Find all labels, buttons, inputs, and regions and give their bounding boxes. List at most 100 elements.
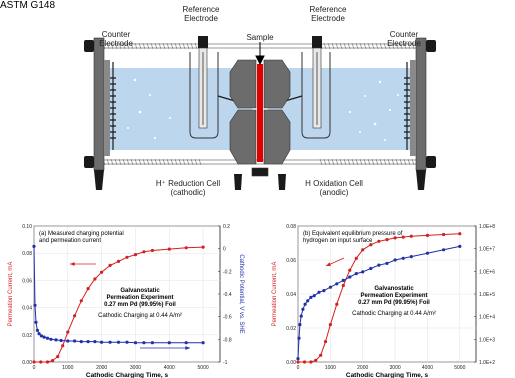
x-tick-label: 5000 [198, 365, 209, 371]
right-inner-wall [410, 60, 416, 156]
series-1-point [458, 232, 462, 236]
right-end-plate [415, 37, 427, 171]
x-tick-label: 2000 [357, 365, 368, 371]
y-left-tick-label: 0.08 [286, 224, 296, 230]
annotation-charging: Cathodic Charging at 0.44 A/m² [98, 313, 182, 319]
annotation-title: (a) Measured charging potential and perme… [39, 231, 124, 244]
y-right-tick-label: 1.0E+7 [479, 247, 495, 253]
series-1-point [79, 299, 83, 303]
y-right-tick-label: -0.6 [223, 315, 232, 321]
x-axis-title: Cathodic Charging Time, s [346, 372, 429, 378]
series-2-point [66, 339, 70, 343]
series-1-point [335, 302, 339, 306]
annotation-arrowhead [70, 262, 75, 266]
series-2-point [348, 275, 352, 279]
series-2-point [369, 266, 373, 271]
y-left-tick-label: 0.06 [286, 258, 296, 264]
y-right-tick-label: 0 [223, 247, 226, 253]
series-1-point [150, 248, 154, 253]
series-1-point [133, 253, 138, 257]
series-1-point [361, 248, 365, 252]
series-1-point [45, 360, 50, 364]
y-left-axis-title: Permeation Current, mA [272, 262, 278, 327]
support-feet [94, 170, 426, 190]
annotation-arrowhead [326, 262, 331, 266]
y-left-tick-label: 0.08 [22, 251, 32, 257]
series-2-point [354, 272, 358, 276]
series-1-point [201, 245, 205, 249]
y-right-tick-label: -0.8 [223, 337, 232, 343]
x-tick-label: 0 [33, 365, 36, 371]
series-2-point [409, 255, 413, 259]
y-right-tick-label: 1.0E+6 [479, 269, 495, 275]
y-right-tick-label: -0.4 [223, 292, 232, 298]
series-2-point [322, 289, 326, 293]
sample-arrow [255, 42, 265, 66]
series-1-point [51, 359, 55, 363]
reference-electrode-right [301, 36, 331, 139]
series-2-point [33, 303, 37, 307]
series-1-point [442, 232, 446, 237]
x-tick-label: 5000 [454, 365, 465, 371]
series-2-point [37, 332, 41, 336]
right-cell-solution [268, 68, 418, 150]
series-2-point [328, 285, 332, 289]
y-right-tick-label: -0.2 [223, 269, 232, 275]
series-1-point [56, 355, 60, 359]
standard-label: ASTM G148 [0, 0, 56, 11]
series-2-point [167, 341, 171, 345]
series-1-point [86, 287, 90, 291]
chart-a-charging-potential: 0 1000 2000 3000 4000 5000 0.00 0.02 0.04 0.06 0.0… [8, 224, 244, 378]
series-2-point [79, 340, 83, 344]
series-2-point [125, 340, 129, 344]
series-2-point [133, 341, 138, 345]
series-2-point [35, 328, 40, 332]
sample-foil [257, 64, 263, 162]
series-1-point [32, 360, 36, 364]
y-left-tick-label: 0.00 [22, 360, 32, 366]
annotation-experiment: Galvanostatic Permeation Experiment 0.27 m… [104, 288, 176, 308]
y-left-tick-label: 0.02 [286, 326, 296, 332]
series-2-point [296, 357, 300, 361]
label-reduction-cell: H⁺ Reduction Cell (cathodic) [155, 179, 221, 197]
label-oxidation-cell: H Oxidation Cell (anodic) [305, 179, 363, 197]
series-2-point [442, 248, 446, 252]
series-1-point [184, 246, 188, 250]
label-sample: Sample [246, 33, 274, 42]
series-1-point [302, 360, 307, 364]
series-1-point [341, 283, 345, 288]
x-tick-label: 4000 [164, 365, 175, 371]
series-2-point [184, 341, 188, 345]
y-right-tick-label: 1.0E+5 [479, 292, 495, 298]
series-2-point [303, 302, 307, 306]
series-2-point [301, 307, 305, 311]
y-left-tick-label: 0.06 [22, 278, 32, 284]
series-2-point [298, 323, 302, 327]
counter-electrode-right [404, 62, 410, 150]
series-1-point [309, 360, 313, 364]
series-1-point [401, 235, 405, 239]
left-inner-wall [104, 60, 110, 156]
series-1-point [328, 323, 332, 327]
series-2-point [34, 320, 38, 324]
series-2-point [116, 340, 121, 344]
series-1-point [425, 233, 430, 237]
series-1-point [73, 314, 77, 318]
y-left-tick-label: 0.10 [22, 224, 32, 230]
series-2-point [100, 340, 104, 344]
x-tick-label: 3000 [390, 365, 401, 371]
series-2-point [49, 337, 53, 341]
annotation-title: (b) Equivalent equilibrium pressure of hy… [303, 231, 403, 244]
annotation-experiment: Galvanostatic Permeation Experiment 0.27 m… [358, 286, 430, 306]
x-tick-label: 2000 [96, 365, 107, 371]
series-2-point [59, 338, 63, 343]
series-2-point [297, 336, 301, 340]
series-2-point [401, 256, 405, 260]
y-left-axis-title: Permeation Current, mA [8, 262, 14, 327]
y-right-tick-label: 0.2 [223, 224, 230, 230]
series-2-point [32, 244, 36, 248]
series-1-point [93, 277, 97, 281]
series-1-point [319, 353, 323, 357]
clamp-nuts [84, 40, 436, 168]
series-1-point [116, 259, 121, 263]
